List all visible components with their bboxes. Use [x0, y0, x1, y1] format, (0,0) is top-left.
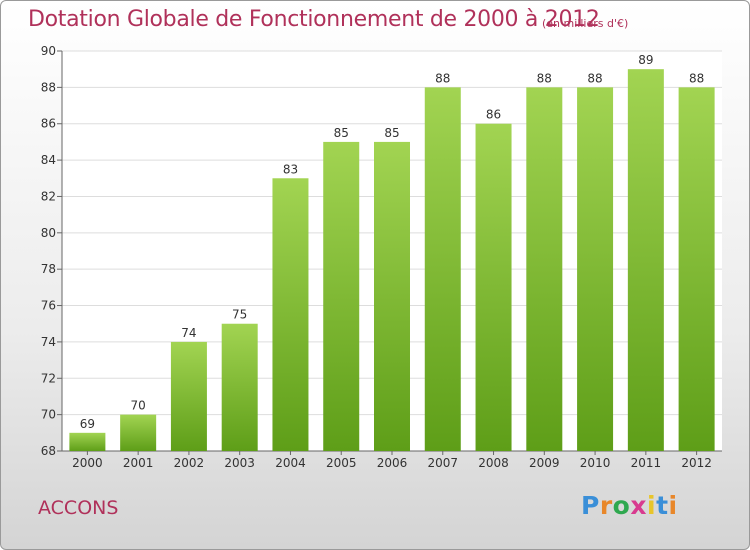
bar-value-label: 88: [435, 71, 450, 85]
chart-title: Dotation Globale de Fonctionnement de 20…: [28, 7, 600, 32]
bar-2008: [475, 123, 512, 452]
bar-2009: [526, 87, 563, 451]
x-tick-label: 2001: [123, 456, 154, 470]
chart-unit: (en milliers d'€): [542, 17, 629, 30]
logo-letter: P: [581, 491, 600, 520]
bar-2000: [69, 432, 106, 451]
y-tick-label: 72: [41, 371, 56, 385]
x-tick-label: 2012: [681, 456, 712, 470]
bar-value-label: 69: [80, 417, 95, 431]
logo-letter: t: [656, 491, 669, 520]
bar-value-label: 89: [638, 53, 653, 67]
bar-value-label: 88: [587, 71, 602, 85]
place-name: ACCONS: [38, 497, 119, 519]
proxiti-logo: Proxiti: [581, 491, 678, 520]
x-tick-label: 2007: [427, 456, 458, 470]
bar-value-label: 70: [131, 399, 146, 413]
y-tick-label: 82: [41, 189, 56, 203]
bar-value-label: 86: [486, 108, 501, 122]
bar-value-label: 85: [384, 126, 399, 140]
bar-2007: [424, 87, 461, 451]
y-tick-label: 90: [41, 44, 56, 58]
y-tick-label: 68: [41, 444, 56, 458]
x-tick-label: 2002: [174, 456, 205, 470]
bar-2010: [577, 87, 614, 451]
x-tick-label: 2006: [377, 456, 408, 470]
x-tick-label: 2008: [478, 456, 509, 470]
x-tick-label: 2011: [631, 456, 662, 470]
y-tick-label: 78: [41, 262, 56, 276]
bar-value-label: 83: [283, 162, 298, 176]
bar-value-label: 88: [689, 71, 704, 85]
bar-value-label: 88: [537, 71, 552, 85]
y-tick-label: 86: [41, 117, 56, 131]
x-tick-label: 2003: [224, 456, 255, 470]
y-tick-label: 84: [41, 153, 56, 167]
logo-letter: x: [630, 491, 647, 520]
bar-2004: [272, 178, 309, 452]
bar-value-label: 85: [334, 126, 349, 140]
y-tick-label: 70: [41, 408, 56, 422]
bar-value-label: 74: [181, 326, 196, 340]
bar-2005: [323, 141, 360, 451]
logo-letter: r: [599, 491, 613, 520]
bar-2006: [374, 141, 410, 451]
y-tick-label: 74: [41, 335, 56, 349]
y-tick-label: 88: [41, 80, 56, 94]
y-tick-label: 80: [41, 226, 56, 240]
x-tick-label: 2010: [580, 456, 611, 470]
logo-letter: i: [668, 491, 678, 520]
x-tick-label: 2005: [326, 456, 357, 470]
bar-2001: [120, 414, 157, 451]
x-tick-label: 2000: [72, 456, 103, 470]
bar-2003: [221, 323, 258, 451]
bar-2011: [627, 69, 664, 451]
x-tick-label: 2009: [529, 456, 560, 470]
bar-2002: [170, 341, 207, 451]
y-tick-label: 76: [41, 299, 56, 313]
logo-letter: o: [612, 491, 631, 520]
bar-value-label: 75: [232, 308, 247, 322]
logo-letter: i: [647, 491, 657, 520]
bar-2012: [678, 87, 715, 451]
x-tick-label: 2004: [275, 456, 306, 470]
